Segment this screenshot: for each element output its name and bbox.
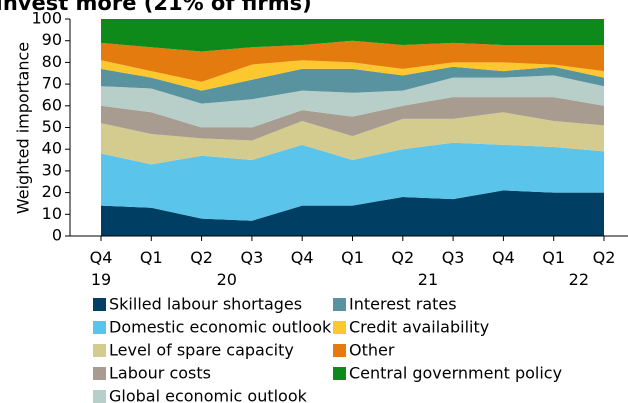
area	[101, 60, 604, 91]
y-tick-label: 60	[42, 95, 62, 114]
y-axis-label: Weighted importance	[14, 42, 33, 214]
x-tick-label: Q3	[241, 248, 264, 267]
x-tick-label: Q1	[140, 248, 163, 267]
legend-label: Other	[349, 341, 395, 360]
legend-swatch	[333, 344, 346, 357]
x-tick-label: Q2	[593, 248, 616, 267]
x-tick-label: Q2	[391, 248, 414, 267]
legend-label: Interest rates	[349, 295, 457, 314]
legend-label: Level of spare capacity	[109, 341, 294, 360]
legend-label: Global economic outlook	[109, 387, 308, 403]
x-year-label: 19	[91, 270, 111, 289]
legend-label: Domestic economic outlook	[109, 318, 332, 337]
area	[101, 142, 604, 221]
x-tick-label: Q1	[341, 248, 364, 267]
legend-swatch	[333, 321, 346, 334]
y-tick-label: 30	[42, 160, 62, 179]
y-tick-label: 100	[31, 9, 62, 28]
x-year-label: 20	[217, 270, 237, 289]
x-tick-label: Q4	[291, 248, 314, 267]
x-tick-label: Q2	[190, 248, 213, 267]
legend-swatch	[93, 344, 106, 357]
area	[101, 97, 604, 141]
x-tick-label: Q4	[90, 248, 113, 267]
chart-title: Invest more (21% of firms)	[0, 0, 312, 15]
legend-swatch	[93, 367, 106, 380]
legend-label: Skilled labour shortages	[109, 295, 302, 314]
area	[101, 75, 604, 128]
area	[101, 190, 604, 236]
legend-label: Central government policy	[349, 364, 562, 383]
x-year-label: 22	[569, 270, 589, 289]
area	[101, 66, 604, 104]
y-tick-label: 20	[42, 182, 62, 201]
y-tick-label: 0	[52, 226, 62, 245]
x-tick-label: Q3	[442, 248, 465, 267]
y-tick-label: 50	[42, 117, 62, 136]
y-tick-label: 80	[42, 52, 62, 71]
legend-label: Credit availability	[349, 318, 489, 337]
area	[101, 40, 604, 82]
y-tick-label: 10	[42, 204, 62, 223]
area	[101, 112, 604, 165]
legend-swatch	[93, 390, 106, 403]
y-tick-label: 70	[42, 74, 62, 93]
legend-swatch	[333, 298, 346, 311]
y-tick-label: 40	[42, 139, 62, 158]
area	[101, 19, 604, 52]
legend-swatch	[93, 321, 106, 334]
y-tick-label: 90	[42, 30, 62, 49]
legend-swatch	[333, 367, 346, 380]
legend-swatch	[93, 298, 106, 311]
x-tick-label: Q4	[492, 248, 515, 267]
x-tick-label: Q1	[542, 248, 565, 267]
legend-label: Labour costs	[109, 364, 211, 383]
x-year-label: 21	[418, 270, 438, 289]
